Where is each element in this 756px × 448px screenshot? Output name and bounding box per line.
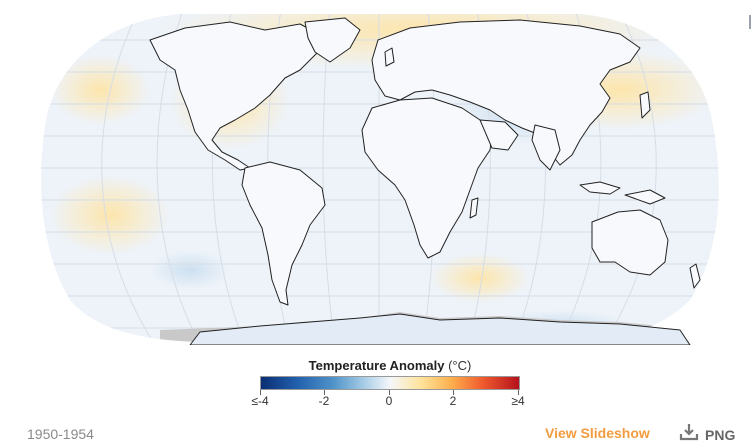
world-map	[41, 14, 719, 346]
date-range-label: 1950-1954	[27, 426, 94, 442]
africa	[361, 97, 493, 259]
tick-mark	[260, 390, 261, 395]
tick-label-min: ≤-4	[251, 394, 269, 408]
india	[531, 124, 561, 171]
view-slideshow-link[interactable]: View Slideshow	[545, 425, 650, 441]
color-legend: Temperature Anomaly (°C) ≤-4 -2 0 2 ≥4	[240, 358, 540, 418]
arabia	[479, 119, 519, 151]
madagascar	[469, 197, 479, 219]
greenland	[304, 17, 361, 63]
download-png-button[interactable]: PNG	[679, 423, 735, 446]
legend-unit: (°C)	[448, 358, 472, 373]
continents	[149, 17, 701, 346]
tick-mark	[324, 390, 325, 395]
indonesia	[579, 181, 621, 195]
download-icon	[679, 423, 699, 446]
tick-mark	[389, 390, 390, 395]
tick-mark	[453, 390, 454, 395]
tick-label: -2	[318, 394, 330, 408]
download-label: PNG	[705, 426, 736, 443]
temperature-anomaly-map	[41, 14, 719, 346]
legend-title: Temperature Anomaly (°C)	[240, 358, 540, 373]
south-america	[241, 161, 326, 306]
japan	[639, 91, 651, 119]
color-scale-bar	[260, 376, 520, 390]
scroll-indicator	[749, 15, 751, 29]
eurasia	[371, 19, 641, 166]
tick-label-max: ≥4	[511, 394, 525, 408]
australia	[591, 209, 669, 276]
tick-mark	[518, 390, 519, 395]
tick-label-zero: 0	[385, 394, 393, 408]
north-america	[149, 21, 331, 171]
tick-label: 2	[449, 394, 457, 408]
uk	[384, 47, 395, 67]
legend-title-text: Temperature Anomaly	[308, 358, 445, 373]
